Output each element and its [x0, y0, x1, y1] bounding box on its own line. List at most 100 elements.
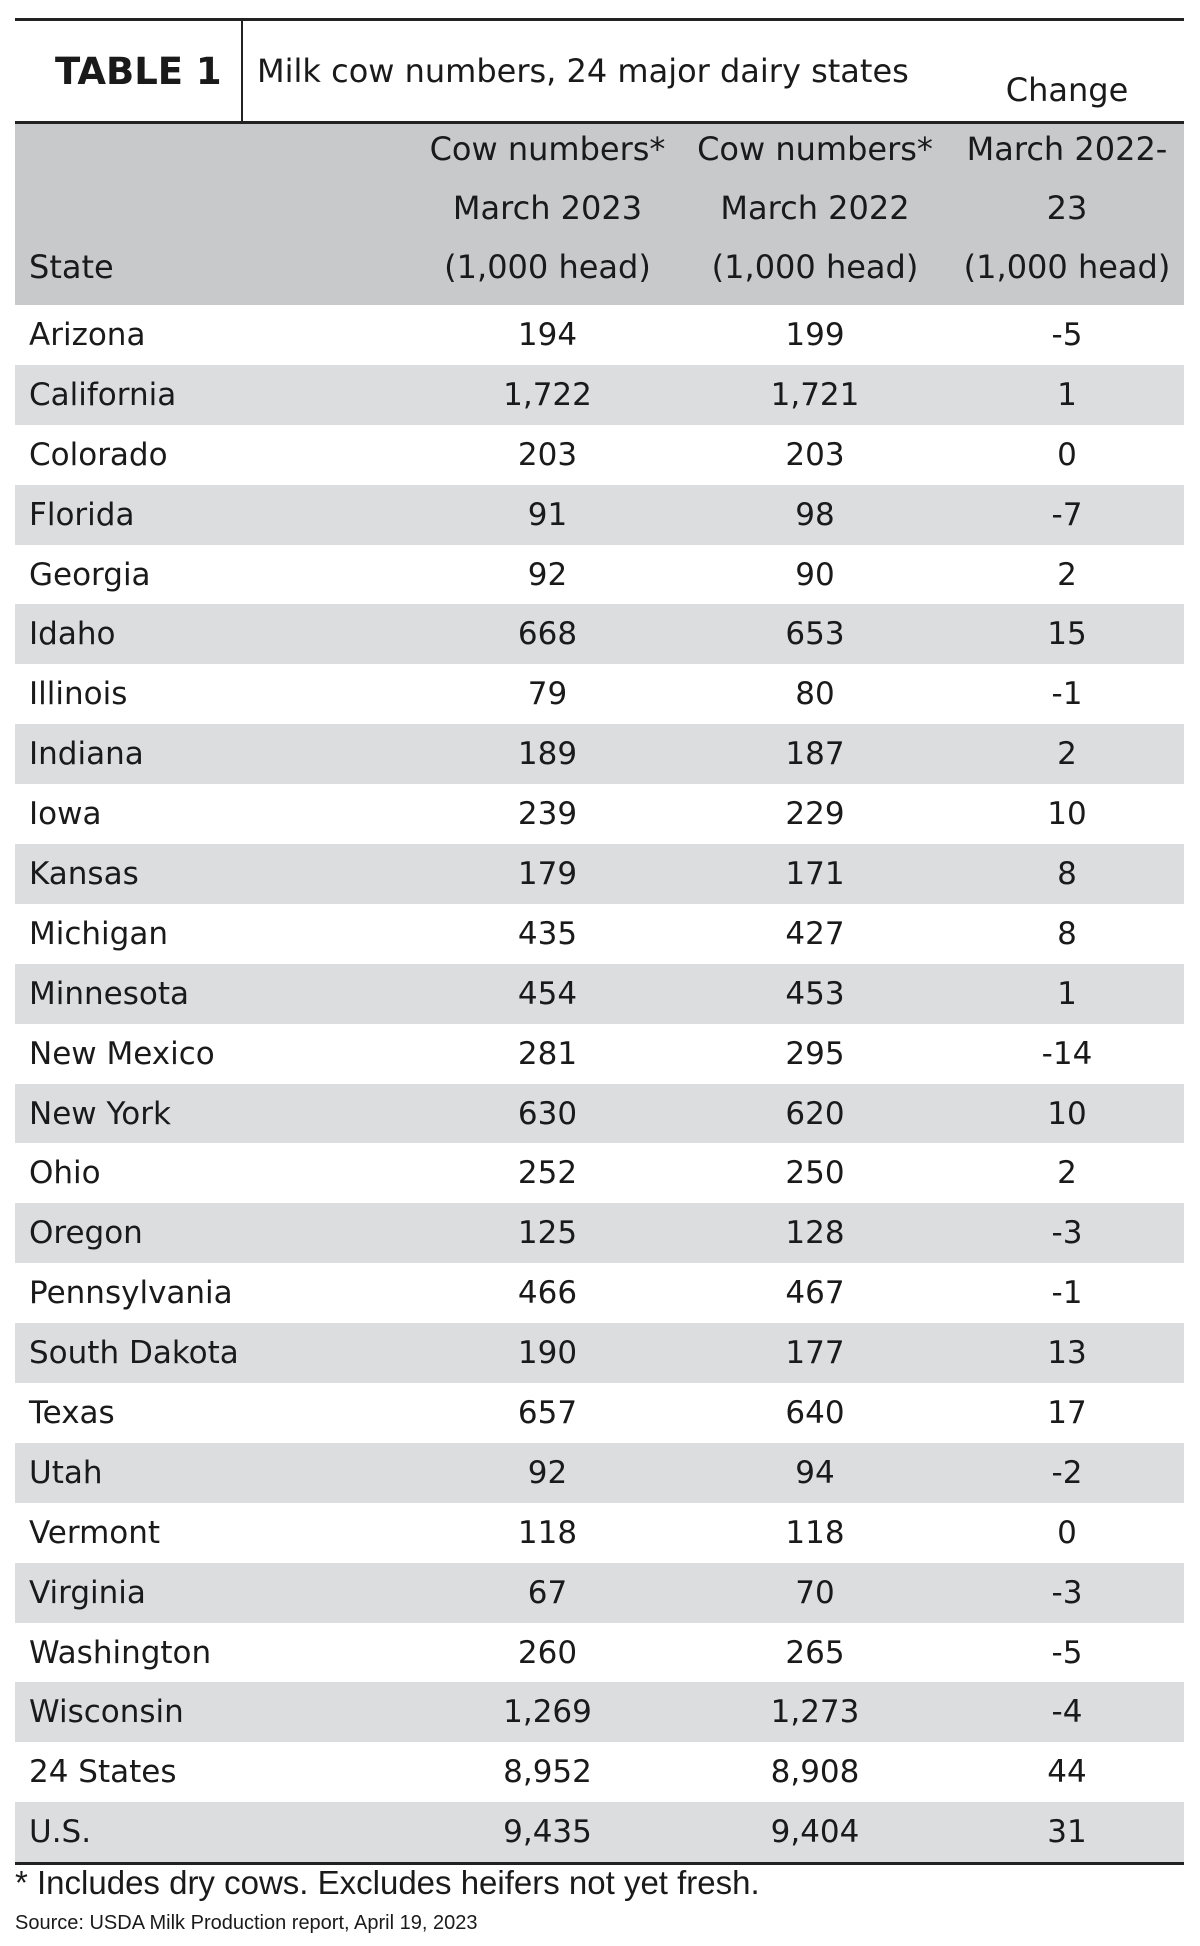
table-body: Arizona 194 199 -5 California 1,722 1,721 1 Colo…: [15, 305, 1184, 1866]
cell: 657: [517, 1394, 578, 1431]
cell: 239: [517, 796, 578, 833]
source: Source: USDA Milk Production report, Apr…: [15, 1912, 478, 1934]
header-cell: Change March 2022-23 (1,000 head): [950, 71, 1184, 305]
table-row: Utah 92 94 -2: [15, 1442, 1184, 1503]
table-row: New Mexico 281 295 -14: [15, 1024, 1184, 1084]
cell: Michigan: [29, 915, 168, 952]
cell: 24 States: [29, 1754, 177, 1791]
table-row: Idaho 668 653 15: [15, 604, 1184, 665]
cell: -3: [1051, 1574, 1083, 1611]
cell: 653: [785, 616, 845, 653]
table-row: Virginia 67 70 -3: [15, 1562, 1184, 1623]
cell: 229: [785, 796, 845, 833]
cell: 260: [517, 1634, 578, 1671]
cell: 203: [785, 436, 845, 473]
cell: -1: [1051, 676, 1083, 713]
cell: -1: [1051, 1275, 1083, 1312]
cell: -14: [1041, 1035, 1093, 1072]
cell: 454: [517, 975, 578, 1012]
cell: 1: [1057, 376, 1077, 413]
cell: 0: [1057, 436, 1077, 473]
cell: 177: [785, 1335, 845, 1372]
table-row: Iowa 239 229 10: [15, 784, 1184, 844]
cell: Oregon: [29, 1215, 143, 1252]
cell: New York: [29, 1095, 171, 1132]
cell: 94: [795, 1454, 835, 1491]
cell: 194: [517, 316, 578, 353]
cell: 453: [785, 975, 845, 1012]
cell: 2: [1057, 736, 1077, 773]
table-row: 24 States 8,952 8,908 44: [15, 1742, 1184, 1802]
cell: 1,273: [770, 1694, 860, 1731]
cell: Pennsylvania: [29, 1275, 233, 1312]
cell: 295: [785, 1035, 845, 1072]
cell: -2: [1051, 1454, 1083, 1491]
cell: 8: [1057, 855, 1077, 892]
table-row: Arizona 194 199 -5: [15, 305, 1184, 365]
cell: Washington: [29, 1634, 212, 1671]
cell: 199: [785, 316, 845, 353]
cell: 1,721: [770, 376, 860, 413]
cell: Vermont: [29, 1514, 161, 1551]
table-row: U.S. 9,435 9,404 31: [15, 1802, 1184, 1863]
table: TABLE 1 Milk cow numbers, 24 major dairy…: [15, 18, 1184, 1866]
cell: Colorado: [29, 436, 168, 473]
table-row: Oregon 125 128 -3: [15, 1203, 1184, 1264]
cell: 80: [795, 676, 835, 713]
cell: Wisconsin: [29, 1694, 184, 1731]
cell: 187: [785, 736, 845, 773]
cell: 252: [517, 1155, 578, 1192]
cell: Texas: [29, 1394, 115, 1431]
table-row: Pennsylvania 466 467 -1: [15, 1263, 1184, 1323]
cell: 90: [795, 556, 835, 593]
table-row: Minnesota 454 453 1: [15, 963, 1184, 1024]
header-line: Change: [1005, 71, 1129, 109]
cell: 2: [1057, 556, 1077, 593]
header-line: Cow numbers*: [429, 130, 666, 168]
header-cell: State: [15, 124, 415, 305]
header-line: March 2022: [720, 189, 910, 227]
table-row: Colorado 203 203 0: [15, 425, 1184, 485]
cell: Indiana: [29, 736, 144, 773]
header-cell: Cow numbers* March 2022 (1,000 head): [680, 124, 950, 305]
cell: 1,722: [503, 376, 592, 413]
table-row: Michigan 435 427 8: [15, 904, 1184, 964]
cell: 31: [1047, 1814, 1087, 1851]
table-row: Texas 657 640 17: [15, 1383, 1184, 1443]
cell: 79: [527, 676, 568, 713]
cell: 92: [527, 556, 568, 593]
header-line: March 2023: [452, 189, 643, 227]
table-row: California 1,722 1,721 1: [15, 364, 1184, 425]
table-row: Florida 91 98 -7: [15, 484, 1184, 545]
cell: 98: [795, 496, 835, 533]
table-row: Georgia 92 90 2: [15, 545, 1184, 605]
table-row: New York 630 620 10: [15, 1083, 1184, 1144]
header-cell: Cow numbers* March 2023 (1,000 head): [415, 124, 680, 305]
cell: 171: [785, 855, 845, 892]
cell: 1,269: [503, 1694, 592, 1731]
cell: Arizona: [29, 316, 146, 353]
header-line: (1,000 head): [711, 248, 919, 286]
header-line: (1,000 head): [963, 248, 1171, 286]
footnote: * Includes dry cows. Excludes heifers no…: [15, 1864, 760, 1901]
table-row: Indiana 189 187 2: [15, 724, 1184, 785]
table-row: Kansas 179 171 8: [15, 844, 1184, 904]
cell: Virginia: [29, 1574, 146, 1611]
table-label: TABLE 1: [15, 21, 243, 121]
cell: Kansas: [29, 855, 139, 892]
cell: 190: [517, 1335, 578, 1372]
cell: 466: [517, 1275, 578, 1312]
cell: -5: [1051, 1634, 1083, 1671]
cell: U.S.: [29, 1814, 92, 1851]
cell: Florida: [29, 496, 135, 533]
cell: 125: [517, 1215, 578, 1252]
cell: -5: [1051, 316, 1083, 353]
cell: 203: [517, 436, 578, 473]
table-row: Ohio 252 250 2: [15, 1143, 1184, 1203]
header-line: Cow numbers*: [697, 130, 933, 168]
cell: Ohio: [29, 1155, 101, 1192]
cell: -3: [1051, 1215, 1083, 1252]
table-title: Milk cow numbers, 24 major dairy states: [257, 52, 909, 90]
cell: 640: [785, 1394, 845, 1431]
cell: 10: [1047, 796, 1087, 833]
